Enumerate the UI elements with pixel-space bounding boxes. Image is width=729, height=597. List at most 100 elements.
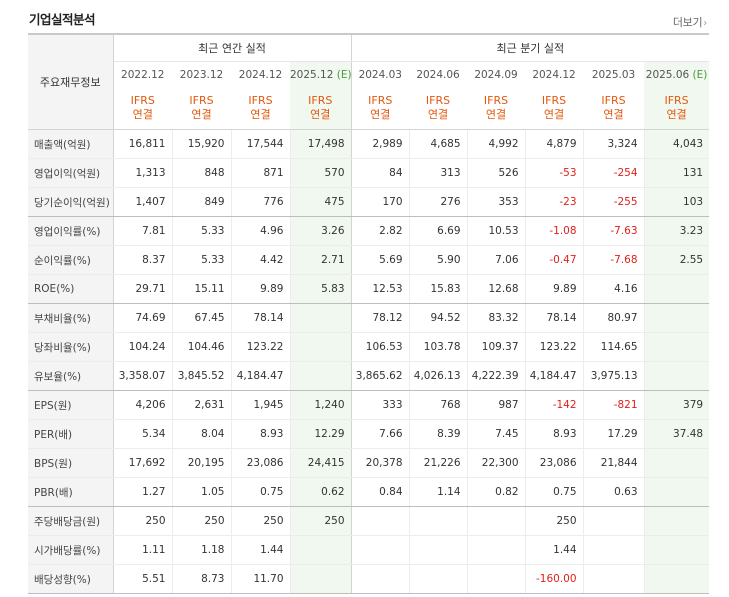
table-cell: -821 [583,390,645,420]
row-label: 부채비율(%) [28,303,114,333]
ifrs-label: IFRS [248,94,273,107]
table-cell: 131 [644,158,710,188]
table-cell: 5.33 [172,245,232,275]
table-cell [409,535,468,565]
table-cell: -7.63 [583,216,645,246]
table-cell [467,506,526,536]
more-link-label: 더보기 [672,16,703,29]
table-cell: 1.44 [231,535,291,565]
row-label: ROE(%) [28,274,114,304]
group-header-quarter: 최근 분기 실적 [351,33,710,62]
table-cell: 7.45 [467,419,526,449]
table-cell [290,535,352,565]
table-row: PBR(배) 1.27 1.05 0.75 0.62 0.84 1.14 0.82 0.75 0.… [28,477,710,507]
table-cell: 871 [231,158,291,188]
table-cell [644,361,710,391]
table-cell: 74.69 [113,303,173,333]
table-cell: 276 [409,187,468,217]
table-row: 당좌비율(%) 104.24 104.46 123.22 106.53 103.78 109… [28,332,710,362]
ifrs-label: IFRS [425,94,451,107]
table-cell [583,535,645,565]
table-cell: 7.66 [351,419,410,449]
table-cell: 570 [290,158,352,188]
table-cell [644,332,710,362]
table-cell: 16,811 [113,129,173,159]
table-cell [644,477,710,507]
row-label: 배당성향(%) [28,564,114,594]
table-cell [583,506,645,536]
table-cell: 5.34 [113,419,173,449]
ifrs-label: IFRS [601,94,626,107]
table-row: 배당성향(%) 5.51 8.73 11.70 -160.00 [28,564,710,594]
table-cell [409,506,468,536]
table-cell [351,564,410,594]
table-cell: 0.82 [467,477,526,507]
table-row: 영업이익률(%) 7.81 5.33 4.96 3.26 2.82 6.69 10.53 -1.… [28,216,710,246]
table-cell: 94.52 [409,303,468,333]
table-cell: -255 [583,187,645,217]
table-cell: 8.93 [525,419,584,449]
table-cell: 20,378 [351,448,410,478]
table-cell [467,535,526,565]
table-cell: 776 [231,187,291,217]
table-row: 주당배당금(원) 250 250 250 250 250 [28,506,710,536]
table-cell: 23,086 [231,448,291,478]
table-cell [290,332,352,362]
ifrs-header: IFRS 연결 [231,87,290,130]
table-cell: 3.26 [290,216,352,246]
table-cell: 123.22 [525,332,584,362]
period-header: 2024.06 [409,62,467,88]
period-header: 2024.12 [525,62,583,88]
table-cell: 10.53 [467,216,526,246]
table-cell: 250 [113,506,173,536]
table-cell: 379 [644,390,710,420]
table-cell: 80.97 [583,303,645,333]
consolidated-label: 연결 [310,108,331,121]
table-cell: 1,240 [290,390,352,420]
table-cell: 5.51 [113,564,173,594]
table-cell: 17.29 [583,419,645,449]
consolidated-label: 연결 [132,108,153,121]
table-cell [290,361,352,391]
table-cell: 17,692 [113,448,173,478]
table-cell: 333 [351,390,410,420]
table-row: 당기순이익(억원) 1,407 849 776 475 170 276 353 -23 -255 1… [28,187,710,217]
period-header: 2024.09 [467,62,525,88]
table-cell: -23 [525,187,584,217]
table-cell: 23,086 [525,448,584,478]
group-header-annual: 최근 연간 실적 [113,33,352,62]
estimate-mark: (E) [336,68,352,81]
table-cell: 8.39 [409,419,468,449]
table-cell [351,535,410,565]
table-cell: 84 [351,158,410,188]
period-header: 2022.12 [113,62,172,88]
row-label: 영업이익률(%) [28,216,114,246]
row-label: BPS(원) [28,448,114,478]
period-label: 2024.06 [416,68,460,81]
table-cell: 475 [290,187,352,217]
table-cell: 9.89 [525,274,584,304]
consolidated-label: 연결 [191,108,212,121]
table-cell: 11.70 [231,564,291,594]
table-cell [583,564,645,594]
more-link[interactable]: 더보기› [673,14,707,30]
table-cell: 4,685 [409,129,468,159]
ifrs-label: IFRS [483,94,509,107]
table-cell: 29.71 [113,274,173,304]
table-cell: 8.73 [172,564,232,594]
table-cell: 250 [231,506,291,536]
table-cell: 15.83 [409,274,468,304]
table-cell [290,564,352,594]
table-cell: 9.89 [231,274,291,304]
table-cell: 768 [409,390,468,420]
ifrs-label: IFRS [308,94,333,107]
period-label: 2023.12 [179,68,224,81]
consolidated-label: 연결 [603,108,624,121]
table-cell: 3,975.13 [583,361,645,391]
table-cell: 3,845.52 [172,361,232,391]
table-cell: 987 [467,390,526,420]
ifrs-header: IFRS 연결 [290,87,352,130]
table-cell: 313 [409,158,468,188]
table-cell: -1.08 [525,216,584,246]
